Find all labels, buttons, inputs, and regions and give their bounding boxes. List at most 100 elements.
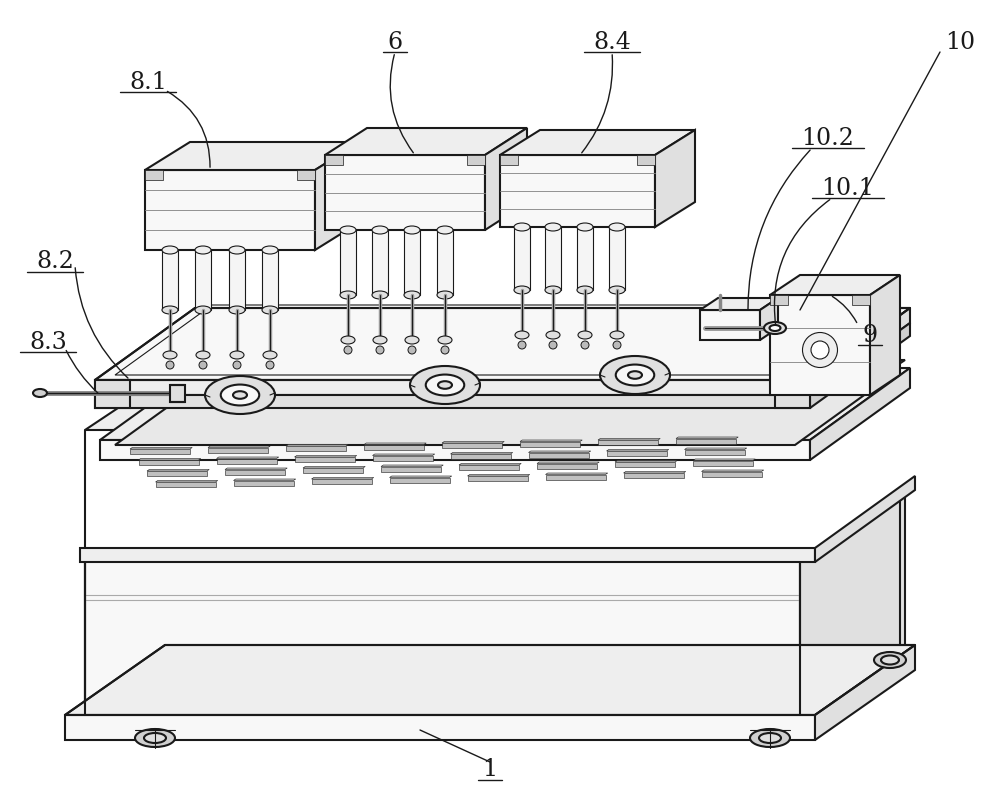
Ellipse shape	[545, 286, 561, 294]
Ellipse shape	[404, 226, 420, 234]
Ellipse shape	[610, 331, 624, 339]
Polygon shape	[85, 560, 800, 735]
Polygon shape	[852, 295, 870, 305]
Ellipse shape	[196, 351, 210, 359]
Polygon shape	[145, 142, 360, 170]
Polygon shape	[145, 170, 315, 250]
Ellipse shape	[881, 655, 899, 665]
Polygon shape	[390, 476, 452, 477]
Ellipse shape	[344, 346, 352, 354]
Ellipse shape	[764, 322, 786, 334]
Polygon shape	[442, 443, 502, 448]
Polygon shape	[485, 128, 527, 230]
Ellipse shape	[518, 341, 526, 349]
Polygon shape	[312, 477, 374, 479]
Polygon shape	[676, 437, 738, 438]
Polygon shape	[65, 645, 915, 715]
Ellipse shape	[229, 306, 245, 314]
Ellipse shape	[609, 286, 625, 294]
Polygon shape	[364, 443, 426, 445]
Ellipse shape	[205, 376, 275, 414]
Polygon shape	[815, 645, 915, 740]
Polygon shape	[637, 155, 655, 165]
Ellipse shape	[577, 286, 593, 294]
Polygon shape	[609, 227, 625, 290]
Ellipse shape	[166, 361, 174, 369]
Polygon shape	[467, 155, 485, 165]
Polygon shape	[546, 474, 606, 480]
Polygon shape	[115, 375, 892, 445]
Polygon shape	[770, 295, 870, 395]
Polygon shape	[286, 446, 346, 451]
Polygon shape	[459, 465, 519, 470]
Polygon shape	[693, 461, 753, 465]
Ellipse shape	[426, 375, 464, 395]
Polygon shape	[598, 440, 658, 445]
Ellipse shape	[514, 223, 530, 231]
Polygon shape	[225, 468, 287, 469]
Polygon shape	[693, 459, 755, 461]
Ellipse shape	[600, 356, 670, 394]
Polygon shape	[624, 473, 684, 478]
Polygon shape	[450, 454, 511, 459]
Polygon shape	[303, 466, 365, 468]
Polygon shape	[520, 440, 582, 442]
Ellipse shape	[410, 366, 480, 404]
Polygon shape	[545, 227, 561, 290]
Polygon shape	[130, 449, 190, 454]
Polygon shape	[100, 440, 810, 460]
Ellipse shape	[515, 331, 529, 339]
Ellipse shape	[340, 226, 356, 234]
Ellipse shape	[545, 223, 561, 231]
Text: 9: 9	[862, 324, 878, 347]
Polygon shape	[700, 298, 778, 310]
Polygon shape	[537, 464, 597, 469]
Ellipse shape	[372, 291, 388, 299]
Ellipse shape	[609, 223, 625, 231]
Ellipse shape	[438, 381, 452, 389]
Polygon shape	[381, 466, 441, 472]
Polygon shape	[615, 462, 675, 467]
Polygon shape	[537, 462, 599, 464]
Polygon shape	[870, 275, 900, 395]
Polygon shape	[85, 715, 800, 735]
Polygon shape	[162, 250, 178, 310]
Ellipse shape	[874, 652, 906, 668]
Ellipse shape	[577, 223, 593, 231]
Polygon shape	[528, 453, 588, 457]
Ellipse shape	[613, 341, 621, 349]
Polygon shape	[65, 715, 815, 740]
Ellipse shape	[373, 336, 387, 344]
Polygon shape	[450, 453, 513, 454]
Polygon shape	[500, 155, 655, 227]
Ellipse shape	[162, 246, 178, 254]
Ellipse shape	[441, 346, 449, 354]
Ellipse shape	[199, 361, 207, 369]
Polygon shape	[372, 454, 435, 456]
Ellipse shape	[144, 733, 166, 743]
Polygon shape	[95, 308, 910, 380]
Polygon shape	[624, 472, 686, 473]
Polygon shape	[80, 548, 815, 562]
Polygon shape	[770, 275, 900, 295]
Ellipse shape	[221, 384, 259, 406]
Polygon shape	[810, 308, 910, 395]
Polygon shape	[655, 130, 695, 227]
Polygon shape	[381, 465, 443, 466]
Polygon shape	[442, 442, 504, 443]
Polygon shape	[138, 458, 201, 460]
Polygon shape	[437, 230, 453, 295]
Ellipse shape	[262, 306, 278, 314]
Ellipse shape	[759, 733, 781, 743]
Polygon shape	[684, 450, 744, 454]
Ellipse shape	[376, 346, 384, 354]
Polygon shape	[95, 395, 810, 408]
Polygon shape	[234, 481, 294, 485]
Ellipse shape	[163, 351, 177, 359]
Polygon shape	[528, 451, 591, 453]
Text: 10.1: 10.1	[822, 176, 874, 199]
Ellipse shape	[811, 341, 829, 359]
Polygon shape	[294, 457, 354, 462]
Polygon shape	[286, 445, 348, 446]
Polygon shape	[156, 481, 218, 482]
